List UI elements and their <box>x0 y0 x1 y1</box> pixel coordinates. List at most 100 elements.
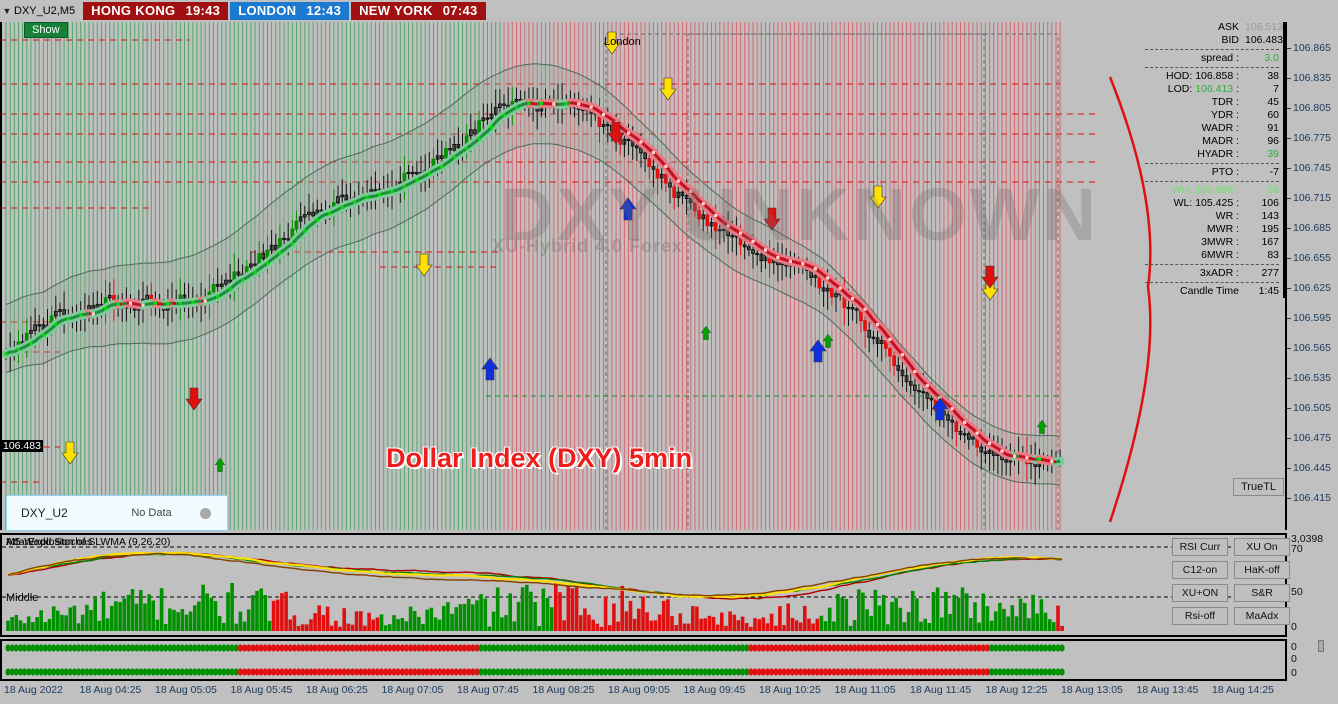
session-city-label: HONG KONG <box>91 3 176 18</box>
chevron-down-icon[interactable]: ▼ <box>2 6 12 16</box>
no-data-symbol: DXY_U2 <box>21 506 68 520</box>
info-row-key: PTO : <box>1211 166 1239 178</box>
time-tick-label: 18 Aug 11:05 <box>834 684 896 696</box>
info-row-value: 1:45 <box>1258 285 1279 297</box>
no-data-status: No Data <box>131 507 172 519</box>
toggle-button-rsi-off[interactable]: Rsi-off <box>1172 607 1228 625</box>
subpanel-axis-value: 0 <box>1291 667 1297 679</box>
info-row: PTO : -7 <box>1145 166 1279 179</box>
price-tick-label: 106.475 <box>1287 432 1331 444</box>
info-row-value: 106 <box>1261 197 1279 209</box>
indicator-subpanel-axis: 3,0398 70 50 0 <box>1285 533 1338 637</box>
price-tick-label: 106.835 <box>1287 72 1331 84</box>
price-axis[interactable]: 106.865 106.835 106.805 106.775 106.745 106.7… <box>1285 22 1338 530</box>
info-separator <box>1145 49 1279 50</box>
top-bar: ▼ DXY_U2,M5 HONG KONG 19:43 LONDON 12:43… <box>0 0 1338 22</box>
subpanel-axis-value: 0 <box>1291 641 1297 653</box>
toggle-button-xu-on[interactable]: XU+ON <box>1172 584 1228 602</box>
info-row-key: TDR : <box>1211 96 1239 108</box>
info-row-value: 195 <box>1261 223 1279 235</box>
info-row-key: 3MWR : <box>1201 236 1239 248</box>
time-tick-label: 18 Aug 10:25 <box>759 684 821 696</box>
indicator-subpanel-slwma[interactable]: AttarExplosion of SLWMA (9,26,20) M5-Wed… <box>0 533 1285 637</box>
price-tick-label: 106.565 <box>1287 342 1331 354</box>
indicator-primary-label: AttarExplosion of SLWMA (9,26,20) <box>6 536 171 548</box>
status-dot-icon <box>200 507 211 519</box>
toggle-button-hak-off[interactable]: HaK-off <box>1234 561 1290 579</box>
info-row: ASK 106.513 <box>1145 21 1283 34</box>
toggle-button-rsi-curr[interactable]: RSI Curr <box>1172 538 1228 556</box>
info-row-key: spread : <box>1201 52 1239 64</box>
time-tick-label: 18 Aug 14:25 <box>1212 684 1274 696</box>
main-price-chart[interactable] <box>0 22 1285 530</box>
info-row-key: WH: 106.858 : <box>1171 184 1239 196</box>
chart-center-title: Dollar Index (DXY) 5min <box>386 443 693 473</box>
time-tick-label: 18 Aug 13:45 <box>1136 684 1199 696</box>
info-row-key: LOD: 106.413 : <box>1167 83 1239 95</box>
signal-dots-subpanel[interactable] <box>0 639 1285 681</box>
info-row-value: -7 <box>1269 166 1279 178</box>
info-row: WADR : 91 <box>1145 122 1279 135</box>
time-axis: 18 Aug 2022 18 Aug 04:25 18 Aug 05:05 18 Au… <box>0 682 1338 704</box>
indicator-name-label: AttarExplosion of SLWMA (9,26,20) M5-Wed… <box>6 536 170 548</box>
price-tick-label: 106.715 <box>1287 192 1331 204</box>
subpanel-axis-value: 0 <box>1291 653 1297 665</box>
session-clock-hong-kong: HONG KONG 19:43 <box>83 2 229 20</box>
info-row: 3MWR : 167 <box>1145 236 1279 249</box>
info-row-key: Candle Time <box>1180 285 1239 297</box>
info-row-key: YDR : <box>1210 109 1239 121</box>
time-tick-label: 18 Aug 11:45 <box>910 684 972 696</box>
session-clock-london: LONDON 12:43 <box>230 2 350 20</box>
info-row: 6MWR : 83 <box>1145 249 1279 262</box>
info-row: spread : 3.0 <box>1145 52 1279 65</box>
price-tick-label: 106.625 <box>1287 282 1331 294</box>
info-row-value: 106.513 <box>1245 21 1283 33</box>
no-data-notification-box[interactable]: DXY_U2 No Data <box>6 495 228 531</box>
show-button[interactable]: Show <box>24 22 68 38</box>
info-row-key: ASK <box>1217 21 1239 33</box>
price-tick-label: 106.445 <box>1287 462 1331 474</box>
info-separator <box>1145 163 1279 164</box>
truetl-button[interactable]: TrueTL <box>1233 478 1285 496</box>
session-marker-label: London <box>604 36 641 48</box>
time-tick-label: 18 Aug 05:05 <box>155 684 217 696</box>
market-info-panel: 3.0 ASK 106.513 BID 106.483 spread : 3.0 HOD: … <box>1145 4 1285 298</box>
session-city-label: LONDON <box>238 3 297 18</box>
subpanel-axis-value: 3,0398 <box>1291 533 1324 545</box>
toggle-button-xu-on[interactable]: XU On <box>1234 538 1290 556</box>
info-row: LOD: 106.413 : 7 <box>1145 83 1279 96</box>
info-row-key: 3xADR : <box>1199 267 1239 279</box>
info-row-value: 277 <box>1261 267 1279 279</box>
session-city-label: NEW YORK <box>359 3 433 18</box>
price-tick-label: 106.775 <box>1287 132 1331 144</box>
toggle-button-s-r[interactable]: S&R <box>1234 584 1290 602</box>
price-tick-label: 106.805 <box>1287 102 1331 114</box>
info-row: 3xADR : 277 <box>1145 267 1279 280</box>
info-row: MADR : 96 <box>1145 135 1279 148</box>
info-row: HOD: 106.858 : 38 <box>1145 70 1279 83</box>
info-row-value: 106.483 <box>1245 34 1283 46</box>
info-row: WL: 105.425 : 106 <box>1145 197 1279 210</box>
info-row-key: WR : <box>1215 210 1239 222</box>
info-row: TDR : 45 <box>1145 96 1279 109</box>
toggle-button-maadx[interactable]: MaAdx <box>1234 607 1290 625</box>
price-tick-label: 106.655 <box>1287 252 1331 264</box>
symbol-timeframe-label: DXY_U2,M5 <box>14 5 76 17</box>
info-row-value: 167 <box>1261 236 1279 248</box>
info-row-value: 45 <box>1267 96 1279 108</box>
time-tick-label: 18 Aug 06:25 <box>306 684 368 696</box>
chart-scroll-handle[interactable] <box>1318 640 1324 652</box>
info-row: WH: 106.858 : 38 <box>1145 184 1279 197</box>
price-tick-label: 106.865 <box>1287 42 1331 54</box>
info-row: Candle Time 1:45 <box>1145 285 1279 298</box>
time-tick-label: 18 Aug 08:25 <box>532 684 595 696</box>
indicator-overlay-label: M5-Wedd.Stochas <box>6 536 93 548</box>
info-row: HYADR : 39 <box>1145 148 1279 161</box>
info-row: WR : 143 <box>1145 210 1279 223</box>
indicator-toggle-button-grid: RSI Curr XU On C12-on HaK-off XU+ON S&R Rsi-of… <box>1172 538 1290 625</box>
info-row-key: 6MWR : <box>1201 249 1239 261</box>
toggle-button-c12-on[interactable]: C12-on <box>1172 561 1228 579</box>
price-tick-label: 106.505 <box>1287 402 1331 414</box>
price-chart-canvas <box>0 22 1285 530</box>
info-row-value: 3.0 <box>1264 52 1279 64</box>
